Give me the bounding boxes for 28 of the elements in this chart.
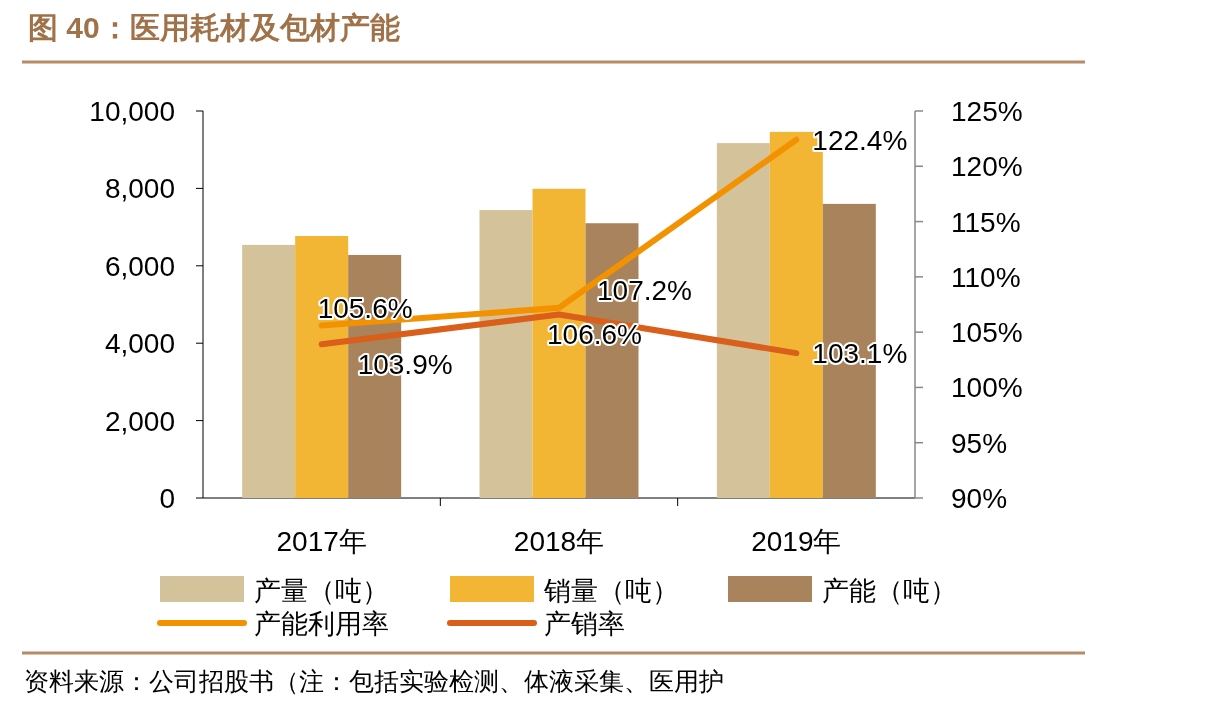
legend-label: 产量（吨） (254, 576, 389, 606)
bar (716, 143, 770, 498)
y-tick-label: 4,000 (104, 328, 175, 360)
y2-tick-label: 115% (951, 206, 1021, 238)
y2-tick-label: 110% (951, 261, 1021, 293)
bar (479, 210, 533, 498)
y-tick-label: 8,000 (104, 173, 175, 205)
y2-tick-label: 120% (951, 151, 1023, 183)
legend-label: 产能（吨） (822, 576, 957, 606)
y2-tick-label: 125% (951, 96, 1023, 127)
y-tick-label: 6,000 (104, 250, 175, 282)
legend-label: 产能利用率 (254, 609, 389, 639)
data-label: 106.6% (547, 319, 642, 351)
y-tick-label: 2,000 (104, 405, 175, 437)
legend-label: 销量（吨） (543, 576, 679, 606)
x-tick-label: 2018年 (513, 526, 605, 557)
text: 资料来源：公司招股书（注：包括实验检测、体液采集、医用护 (24, 667, 724, 695)
chart-title: 图 40：医用耗材及包材产能 (28, 11, 400, 44)
y-tick-label: 0 (159, 483, 175, 514)
y2-tick-label: 90% (951, 483, 1008, 514)
y2-tick-label: 105% (951, 317, 1023, 349)
legend-label: 产销率 (544, 609, 625, 639)
x-tick-label: 2017年 (276, 526, 367, 557)
y-tick-label: 10,000 (89, 96, 175, 127)
y2-tick-label: 95% (951, 427, 1008, 459)
bar (242, 244, 296, 498)
y2-tick-label: 100% (951, 372, 1023, 404)
x-tick-label: 2019年 (751, 526, 842, 557)
